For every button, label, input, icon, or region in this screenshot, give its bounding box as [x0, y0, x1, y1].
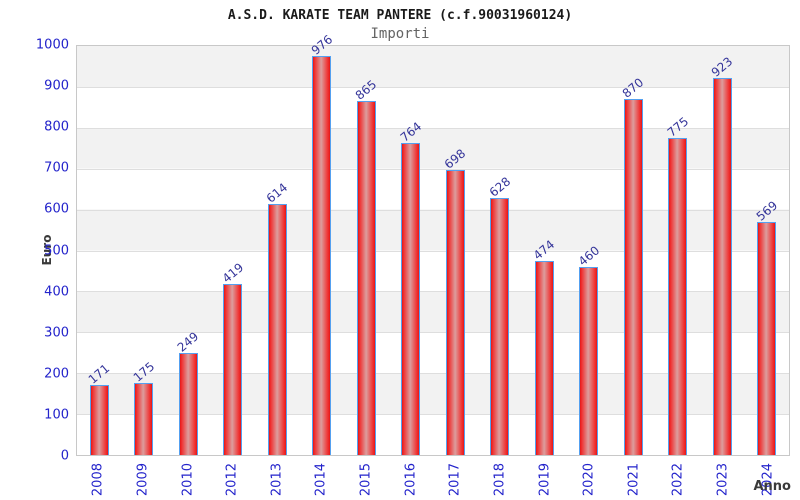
- bar-2022: 775: [664, 114, 691, 455]
- bar-2023: 923: [709, 54, 736, 455]
- x-tick-label-2009: 2009: [135, 463, 151, 497]
- bar-value-label: 569: [753, 198, 781, 225]
- bar-value-label: 870: [619, 75, 647, 101]
- gridline: [77, 250, 789, 252]
- bar-value-label: 614: [263, 180, 291, 206]
- bar-value-label: 474: [530, 237, 558, 263]
- bar-2009: 175: [130, 360, 157, 455]
- bar-value-label: 865: [352, 77, 380, 103]
- bar-2018: 628: [486, 174, 513, 455]
- bar-2016: 764: [397, 119, 424, 455]
- y-axis-ticks: 0 100 200 300 400 500 600 700 800 900 1000: [0, 38, 69, 464]
- bar-2017: 698: [442, 146, 469, 455]
- y-tick-label: 100: [44, 407, 69, 423]
- plot-area: 171 175 249 419 614 976 865 764 698 628 474 460 870 7…: [76, 32, 790, 456]
- gridline: [77, 373, 789, 375]
- y-tick-label: 300: [44, 325, 69, 341]
- x-tick-label-2022: 2022: [670, 463, 686, 497]
- gridline: [77, 86, 789, 88]
- x-tick-label-2012: 2012: [224, 463, 240, 497]
- x-tick-label-2021: 2021: [626, 463, 642, 497]
- y-tick-label: 800: [44, 119, 69, 135]
- y-tick-label: 0: [60, 448, 69, 464]
- y-tick-label: 1000: [35, 37, 69, 53]
- y-tick-label: 400: [44, 284, 69, 300]
- bar-2021: 870: [620, 75, 647, 455]
- x-tick-label-2023: 2023: [715, 463, 731, 497]
- x-tick-label-2016: 2016: [403, 463, 419, 497]
- bar-2019: 474: [531, 237, 558, 455]
- bar-2012: 419: [219, 260, 246, 455]
- x-tick-label-2017: 2017: [447, 463, 463, 497]
- y-tick-label: 900: [44, 78, 69, 94]
- bar-value-label: 171: [85, 361, 113, 387]
- gridline: [77, 414, 789, 416]
- x-tick-label-2019: 2019: [537, 463, 553, 497]
- y-tick-label: 200: [44, 366, 69, 382]
- x-tick-label-2018: 2018: [492, 463, 508, 497]
- x-tick-label-2010: 2010: [180, 463, 196, 497]
- chart-subtitle: Importi: [370, 26, 430, 42]
- x-tick-label-2014: 2014: [313, 463, 329, 497]
- gridline: [77, 127, 789, 129]
- bar-value-label: 764: [397, 118, 425, 145]
- bar-value-label: 460: [575, 243, 603, 269]
- y-tick-label: 600: [44, 201, 69, 217]
- y-tick-label: 700: [44, 160, 69, 176]
- y-tick-label: 500: [44, 243, 69, 258]
- bar-2010: 249: [175, 329, 202, 455]
- bar-value-label: 628: [486, 174, 514, 200]
- bar-value-label: 175: [130, 359, 158, 386]
- gridline: [77, 291, 789, 293]
- bar-value-label: 698: [441, 145, 469, 172]
- gridline: [77, 332, 789, 334]
- x-tick-label-2020: 2020: [581, 463, 597, 497]
- bar-2020: 460: [575, 243, 602, 455]
- bar-value-label: 775: [664, 114, 692, 140]
- bar-value-label: 419: [219, 259, 247, 286]
- bar-2024: 569: [753, 199, 780, 455]
- bar-2013: 614: [264, 180, 291, 455]
- x-tick-label-2013: 2013: [269, 463, 285, 497]
- x-tick-label-2015: 2015: [358, 463, 374, 497]
- bar-2014: 976: [308, 32, 335, 455]
- bar-2015: 865: [353, 77, 380, 455]
- chart-title: A.S.D. KARATE TEAM PANTERE (c.f.90031960…: [227, 8, 573, 23]
- bar-value-label: 923: [708, 53, 736, 80]
- bar-2008: 171: [86, 361, 113, 455]
- gridline: [77, 168, 789, 170]
- x-tick-label-2008: 2008: [90, 463, 106, 497]
- x-axis-ticks: 2008 2009 2010 2012 2013 2014 2015 2016 2017 2018…: [76, 463, 790, 500]
- gridline: [77, 209, 789, 211]
- x-axis-title: Anno: [753, 479, 791, 494]
